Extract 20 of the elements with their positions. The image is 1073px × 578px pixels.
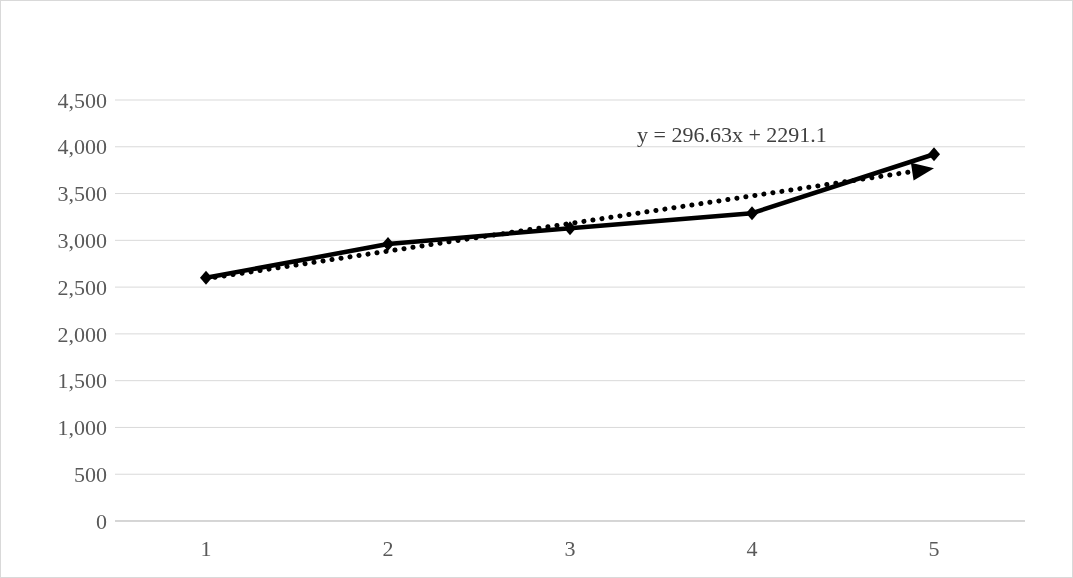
annotation: y = 296.63x + 2291.1: [637, 122, 827, 148]
y-tick-label: 1,500: [57, 368, 107, 394]
x-tick-label: 1: [200, 536, 212, 561]
y-tick-label: 1,000: [57, 415, 107, 441]
y-tick-label: 500: [74, 461, 107, 487]
point: [564, 221, 576, 236]
point: [928, 147, 940, 162]
y-tick-label: 3,000: [57, 228, 107, 254]
y-tick-label: 2,000: [57, 321, 107, 347]
point: [382, 237, 394, 252]
y-tick-label: 3,500: [57, 181, 107, 207]
x-tick-label: 2: [382, 536, 394, 561]
x-tick-label: 5: [928, 536, 940, 561]
x-tick-label: 3: [564, 536, 576, 561]
y-tick-label: 4,500: [57, 87, 107, 113]
y-tick-label: 0: [96, 508, 107, 534]
point: [746, 206, 758, 221]
x-tick-label: 4: [746, 536, 758, 561]
y-tick-label: 2,500: [57, 274, 107, 300]
y-tick-label: 4,000: [57, 134, 107, 160]
